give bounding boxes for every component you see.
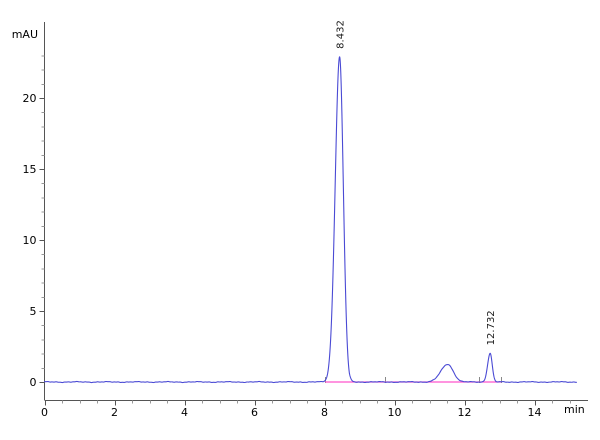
x-tick-label: 14 — [528, 406, 542, 419]
y-axis-tick-labels: 0 5 10 15 20 — [23, 92, 37, 389]
peak-retention-time-label: 8.432 — [336, 20, 347, 49]
y-axis-title: mAU — [12, 28, 38, 41]
peak-labels: 8.432 12.732 — [336, 20, 498, 345]
x-tick-label: 2 — [111, 406, 118, 419]
signal-trace — [43, 56, 577, 384]
x-tick-label: 10 — [388, 406, 402, 419]
x-tick-label: 6 — [251, 406, 258, 419]
x-tick-label: 4 — [181, 406, 188, 419]
y-tick-label: 20 — [23, 92, 37, 105]
y-axis-ticks — [39, 55, 45, 383]
x-axis-tick-labels: 0 2 4 6 8 10 12 14 — [41, 406, 542, 419]
x-axis-title: min — [564, 403, 585, 416]
peak-retention-time-label: 12.732 — [486, 310, 497, 345]
y-tick-label: 10 — [23, 234, 37, 247]
x-tick-label: 8 — [321, 406, 328, 419]
x-tick-label: 0 — [41, 406, 48, 419]
y-tick-label: 5 — [30, 305, 37, 318]
y-tick-label: 0 — [30, 376, 37, 389]
x-axis-ticks — [45, 400, 571, 406]
x-tick-label: 12 — [458, 406, 472, 419]
axes-group — [44, 22, 588, 401]
y-tick-label: 15 — [23, 163, 37, 176]
